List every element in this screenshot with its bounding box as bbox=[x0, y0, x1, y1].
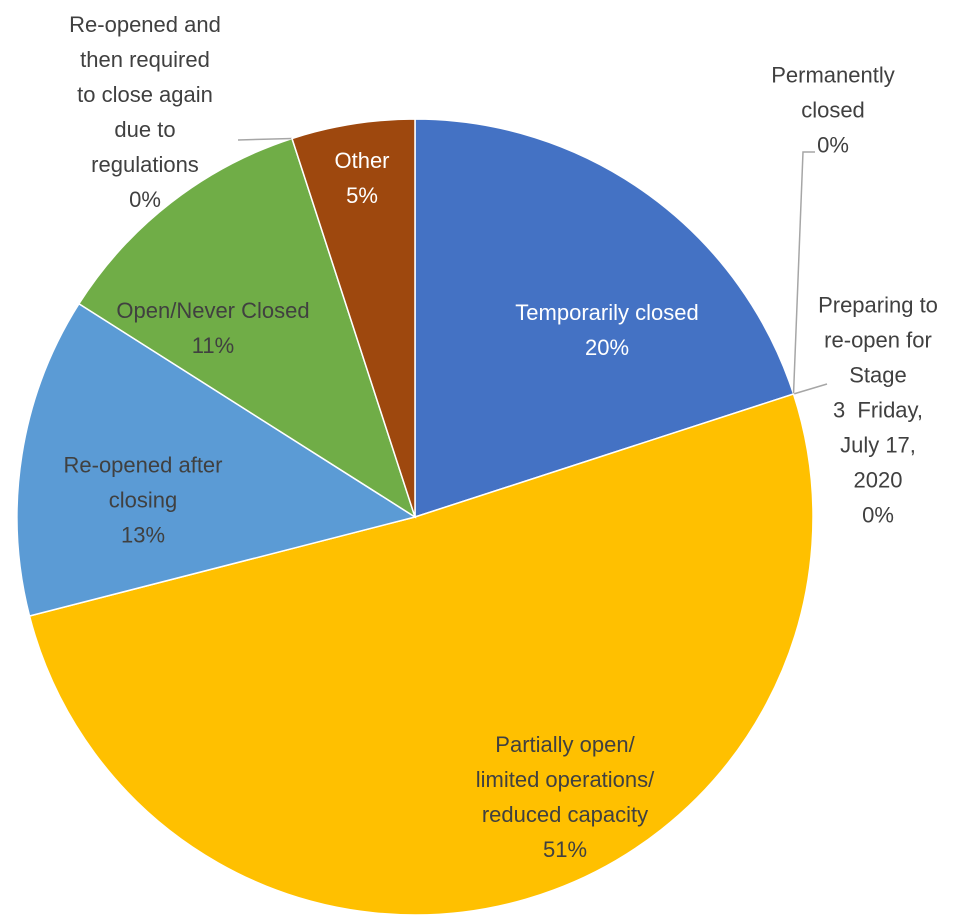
category-label: Other bbox=[334, 148, 390, 173]
value-label: 13% bbox=[120, 522, 166, 548]
value-label: 11% bbox=[191, 333, 235, 358]
value-label: 0% bbox=[129, 187, 161, 212]
slice-label: Permanently closed 0% bbox=[771, 58, 895, 163]
category-label: Open/Never Closed bbox=[116, 298, 310, 323]
slice-label: Temporarily closed 20% bbox=[515, 295, 698, 365]
pie-slice bbox=[77, 137, 417, 519]
category-label: Re-opened and then required to close aga… bbox=[69, 12, 221, 177]
slice-label: Other 5% bbox=[334, 143, 389, 213]
leader-line bbox=[792, 151, 815, 395]
leader-line bbox=[793, 383, 828, 395]
value-label: 20% bbox=[584, 335, 630, 360]
slice-label: Preparing to re-open for Stage 3 Friday,… bbox=[818, 288, 938, 533]
value-label: 51% bbox=[542, 837, 588, 862]
category-label: Re-opened after closing bbox=[63, 452, 223, 513]
category-label: Temporarily closed bbox=[515, 300, 699, 325]
leader-line bbox=[237, 137, 293, 141]
category-label: Partially open/ limited operations/ redu… bbox=[475, 732, 655, 827]
category-label: Permanently closed bbox=[771, 62, 895, 123]
value-label: 0% bbox=[817, 132, 849, 158]
slice-label: Re-opened and then required to close aga… bbox=[69, 7, 221, 217]
value-label: 5% bbox=[346, 183, 378, 208]
pie-slice bbox=[16, 302, 417, 617]
slice-label: Open/Never Closed 11% bbox=[116, 293, 309, 363]
slice-label: Re-opened after closing 13% bbox=[64, 448, 223, 553]
slice-label: Partially open/ limited operations/ redu… bbox=[476, 727, 655, 867]
pie-slice bbox=[28, 393, 814, 916]
pie-slice bbox=[291, 118, 416, 518]
value-label: 0% bbox=[862, 502, 894, 528]
pie-slice bbox=[414, 118, 795, 519]
category-label: Preparing to re-open for Stage 3 Friday,… bbox=[818, 292, 938, 493]
